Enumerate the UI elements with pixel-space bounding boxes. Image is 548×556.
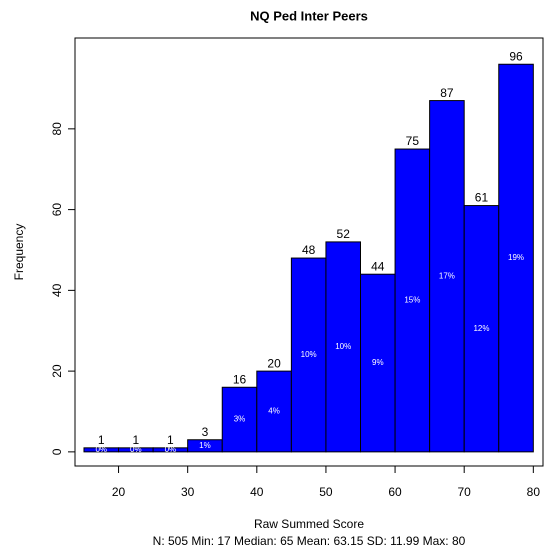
count-label: 3 bbox=[202, 425, 209, 439]
chart-title: NQ Ped Inter Peers bbox=[250, 8, 368, 23]
count-label: 1 bbox=[132, 433, 139, 447]
count-label: 52 bbox=[337, 227, 351, 241]
x-tick-label: 20 bbox=[112, 485, 126, 499]
bar bbox=[290, 257, 327, 453]
count-label: 87 bbox=[440, 86, 454, 100]
percent-label: 17% bbox=[439, 271, 455, 280]
count-label: 61 bbox=[475, 191, 489, 205]
percent-label: 1% bbox=[199, 441, 211, 450]
x-tick-label: 50 bbox=[319, 485, 333, 499]
x-tick-label: 30 bbox=[181, 485, 195, 499]
percent-label: 0% bbox=[130, 445, 142, 454]
y-tick-label: 60 bbox=[50, 203, 64, 217]
count-label: 16 bbox=[233, 372, 247, 386]
percent-label: 10% bbox=[301, 350, 317, 359]
y-tick-label: 0 bbox=[50, 448, 64, 455]
bar bbox=[325, 241, 362, 453]
bar bbox=[360, 273, 396, 453]
bar bbox=[463, 205, 500, 453]
bar bbox=[256, 370, 292, 453]
x-tick-label: 40 bbox=[250, 485, 264, 499]
count-label: 96 bbox=[509, 49, 523, 63]
count-label: 48 bbox=[302, 243, 316, 257]
subtitle: N: 505 Min: 17 Median: 65 Mean: 63.15 SD… bbox=[153, 534, 466, 548]
percent-label: 19% bbox=[508, 253, 524, 262]
bar bbox=[429, 100, 465, 453]
percent-label: 3% bbox=[234, 415, 246, 424]
percent-label: 4% bbox=[268, 407, 280, 416]
x-tick-label: 60 bbox=[388, 485, 402, 499]
count-label: 75 bbox=[406, 134, 420, 148]
count-label: 20 bbox=[267, 356, 281, 370]
percent-label: 15% bbox=[404, 296, 420, 305]
x-tick-label: 70 bbox=[458, 485, 472, 499]
x-axis-label: Raw Summed Score bbox=[254, 517, 364, 531]
x-tick-label: 80 bbox=[527, 485, 541, 499]
count-label: 1 bbox=[167, 433, 174, 447]
count-label: 44 bbox=[371, 259, 385, 273]
percent-label: 9% bbox=[372, 358, 384, 367]
plot-frame bbox=[74, 37, 544, 467]
y-tick-label: 20 bbox=[50, 364, 64, 378]
bar bbox=[498, 63, 534, 453]
count-label: 1 bbox=[98, 433, 105, 447]
percent-label: 0% bbox=[165, 445, 177, 454]
y-tick-label: 80 bbox=[50, 122, 64, 136]
y-axis-label: Frequency bbox=[12, 224, 26, 281]
percent-label: 10% bbox=[335, 342, 351, 351]
percent-label: 12% bbox=[473, 324, 489, 333]
bar bbox=[394, 148, 431, 453]
y-tick-label: 40 bbox=[50, 283, 64, 297]
percent-label: 0% bbox=[95, 445, 107, 454]
